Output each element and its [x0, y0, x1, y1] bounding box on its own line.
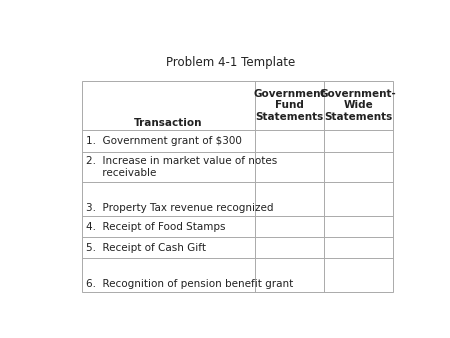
Text: Government-
Wide
Statements: Government- Wide Statements: [320, 89, 397, 122]
Text: Government
Fund
Statements: Government Fund Statements: [253, 89, 325, 122]
Text: 1.  Government grant of $300: 1. Government grant of $300: [86, 136, 242, 146]
Text: 6.  Recognition of pension benefit grant: 6. Recognition of pension benefit grant: [86, 279, 293, 289]
Text: 4.  Receipt of Food Stamps: 4. Receipt of Food Stamps: [86, 222, 225, 232]
Text: 2.  Increase in market value of notes
     receivable: 2. Increase in market value of notes rec…: [86, 156, 277, 178]
Text: 3.  Property Tax revenue recognized: 3. Property Tax revenue recognized: [86, 203, 274, 213]
Text: 5.  Receipt of Cash Gift: 5. Receipt of Cash Gift: [86, 243, 206, 253]
Text: Problem 4-1 Template: Problem 4-1 Template: [166, 56, 295, 69]
Text: Transaction: Transaction: [134, 118, 203, 128]
Bar: [82, 81, 393, 292]
